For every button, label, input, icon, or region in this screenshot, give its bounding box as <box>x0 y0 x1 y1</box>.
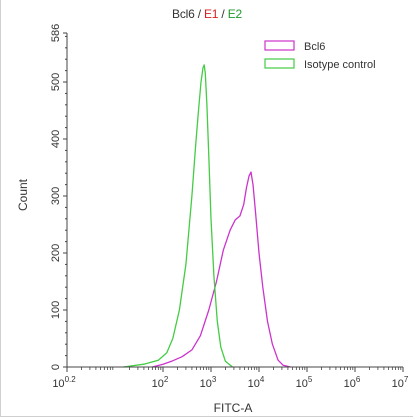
y-tick-label: 0 <box>50 364 62 370</box>
legend: Bcl6 Isotype control <box>256 37 403 73</box>
y-tick-label: 200 <box>50 244 62 262</box>
y-tick-label: 586 <box>50 24 62 42</box>
x-tick-label: 105 <box>296 375 313 390</box>
y-tick-label: 400 <box>50 130 62 148</box>
y-tick-label: 100 <box>50 301 62 319</box>
y-tick-label: 500 <box>50 73 62 91</box>
x-tick-label: 102 <box>152 375 169 390</box>
x-tick-label: 104 <box>248 375 265 390</box>
legend-label-1: Bcl6 <box>304 41 325 53</box>
y-axis-label: Count <box>16 178 30 211</box>
x-tick-label: 100.2 <box>52 375 76 390</box>
x-tick-label: 106 <box>344 375 361 390</box>
x-tick-label: 107 <box>392 375 409 390</box>
x-tick-label: 103 <box>200 375 217 390</box>
y-tick-label: 300 <box>50 187 62 205</box>
legend-label-2: Isotype control <box>304 59 376 71</box>
series-line-2 <box>124 65 233 367</box>
x-axis-label: FITC-A <box>214 401 253 415</box>
